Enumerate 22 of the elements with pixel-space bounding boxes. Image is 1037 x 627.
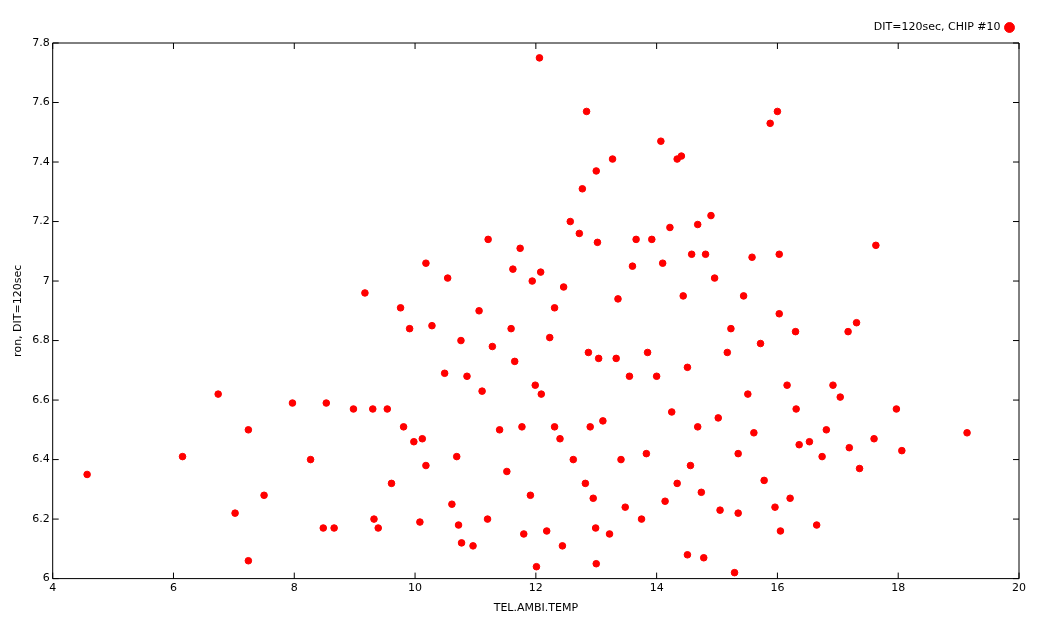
y-tick-label: 7.2 xyxy=(32,214,50,228)
y-axis-title: ron, DIT=120sec xyxy=(11,264,25,357)
y-tick-label: 7 xyxy=(42,273,50,287)
x-tick-label: 18 xyxy=(891,581,906,595)
x-tick-label: 4 xyxy=(49,581,57,595)
x-tick-label: 16 xyxy=(770,581,785,595)
x-tick-label: 14 xyxy=(649,581,664,595)
y-tick-label: 6.4 xyxy=(32,452,50,466)
y-tick-label: 6.6 xyxy=(32,392,50,406)
x-tick-label: 8 xyxy=(290,581,298,595)
legend-label: DIT=120sec, CHIP #10 xyxy=(873,20,1001,34)
y-tick-label: 7.4 xyxy=(32,154,50,168)
y-tick-label: 6.2 xyxy=(32,511,50,525)
y-tick-label: 6 xyxy=(42,571,50,585)
x-tick-label: 12 xyxy=(528,581,543,595)
y-tick-label: 7.8 xyxy=(32,35,50,49)
x-tick-label: 6 xyxy=(169,581,177,595)
y-tick-label: 6.8 xyxy=(32,333,50,347)
x-tick-label: 10 xyxy=(408,581,423,595)
x-axis-title: TEL.AMBI.TEMP xyxy=(492,601,579,615)
y-tick-label: 7.6 xyxy=(32,95,50,109)
x-tick-label: 20 xyxy=(1012,581,1026,595)
